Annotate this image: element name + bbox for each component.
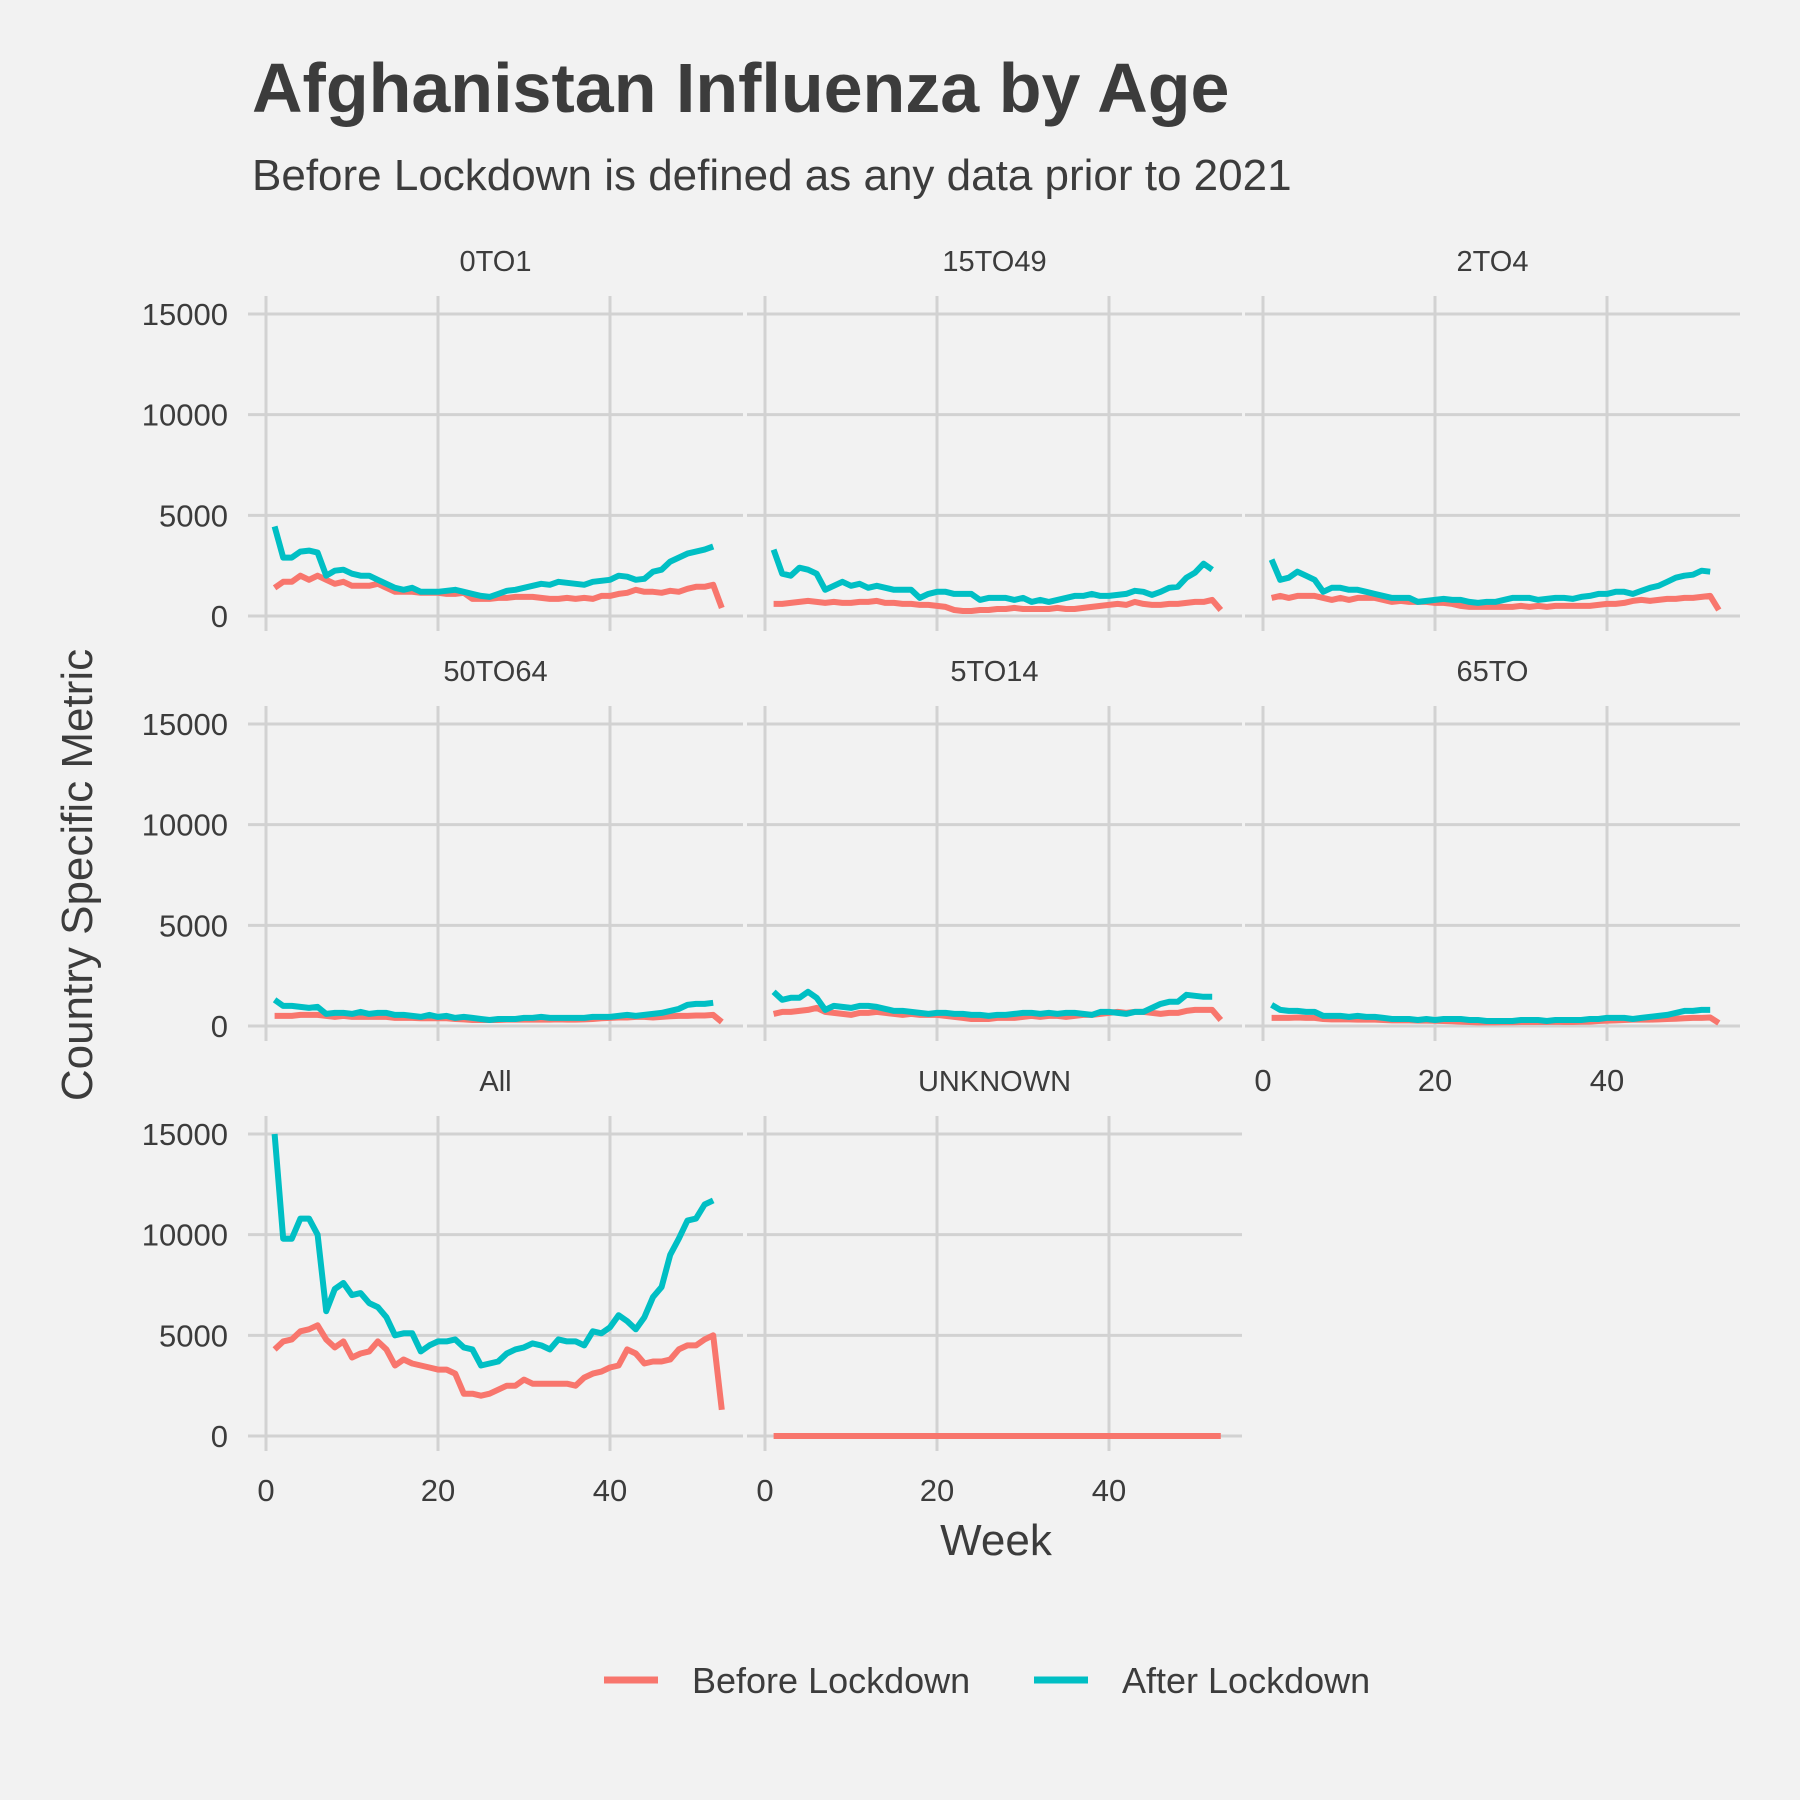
legend-label: Before Lockdown [692,1660,970,1701]
y-tick-label: 0 [211,1419,228,1454]
facet-panel-2to4: 2TO4 [1245,246,1740,631]
facet-label: All [479,1066,511,1098]
x-tick-label: 20 [1418,1063,1452,1098]
legend: Before Lockdown After Lockdown [604,1660,1370,1701]
x-tick-label: 0 [1254,1063,1271,1098]
facet-label: 5TO14 [950,656,1038,688]
x-tick-label: 0 [257,1473,274,1508]
facet-panel-unknown: UNKNOWN 0 20 40 [747,1066,1242,1508]
y-axis-label: Country Specific Metric [53,649,102,1101]
x-tick-label: 40 [1092,1473,1126,1508]
facet-panel-50to64: 50TO64 0 5000 10000 15000 [142,656,743,1044]
chart-subtitle: Before Lockdown is defined as any data p… [252,151,1292,200]
facet-panel-15to49: 15TO49 [747,246,1242,631]
facet-panel-0to1: 0TO1 0 5000 10000 15000 [142,246,743,634]
x-tick-label: 20 [920,1473,954,1508]
facet-panel-5to14: 5TO14 [747,656,1242,1041]
y-tick-label: 10000 [142,398,228,433]
x-tick-label: 40 [593,1473,627,1508]
y-tick-label: 10000 [142,1218,228,1253]
y-tick-label: 5000 [159,1318,228,1353]
y-tick-label: 0 [211,1009,228,1044]
y-tick-label: 15000 [142,297,228,332]
facet-panel-65to: 65TO 0 20 40 [1245,656,1740,1098]
legend-label: After Lockdown [1122,1660,1370,1701]
y-tick-label: 15000 [142,707,228,742]
facet-label: 65TO [1456,656,1528,688]
x-tick-label: 0 [756,1473,773,1508]
y-tick-label: 0 [211,599,228,634]
series-line-after-lockdown [271,1133,715,1369]
series-line-after-lockdown [771,988,1213,1019]
legend-item-after-lockdown: After Lockdown [1034,1660,1370,1701]
series-line-before-lockdown [773,596,1224,614]
series-line-after-lockdown [1270,1002,1711,1024]
series-line-after-lockdown [770,548,1214,605]
facet-panels: 0TO1 0 5000 10000 15000 15TO49 2TO4 50TO64 0 5000… [142,246,1740,1508]
series-line-after-lockdown [271,525,715,600]
facet-panel-all: All 0 5000 10000 15000 0 20 40 [142,1066,743,1508]
facet-label: 2TO4 [1456,246,1528,278]
facet-label: 15TO49 [942,246,1046,278]
series-line-before-lockdown [272,1322,725,1411]
series-line-after-lockdown [1268,558,1711,606]
series-line-before-lockdown [272,572,725,609]
x-axis-label: Week [940,1516,1053,1565]
legend-item-before-lockdown: Before Lockdown [604,1660,970,1701]
series-line-after-lockdown [272,997,714,1023]
y-tick-label: 15000 [142,1117,228,1152]
x-tick-label: 40 [1590,1063,1624,1098]
y-tick-label: 10000 [142,808,228,843]
facet-label: 50TO64 [443,656,547,688]
facet-label: 0TO1 [459,246,531,278]
y-tick-label: 5000 [159,498,228,533]
series-line-before-lockdown [1270,592,1722,612]
y-tick-label: 5000 [159,908,228,943]
facet-label: UNKNOWN [918,1066,1071,1098]
chart-title: Afghanistan Influenza by Age [252,49,1229,127]
x-tick-label: 20 [421,1473,455,1508]
